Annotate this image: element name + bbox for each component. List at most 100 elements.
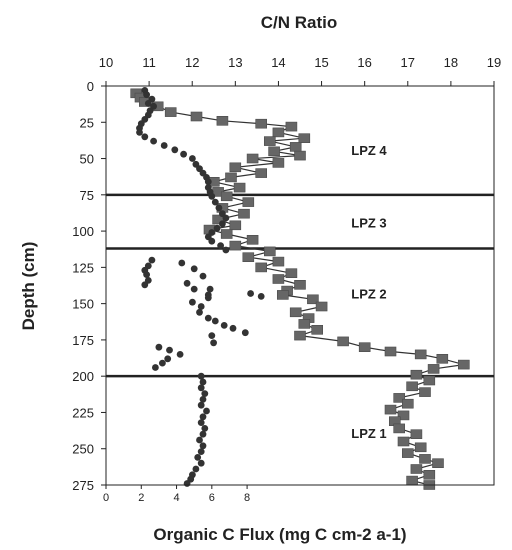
data-point-circle (220, 322, 228, 329)
data-point-square (289, 307, 302, 318)
data-point-circle (241, 329, 249, 337)
data-point-circle (197, 303, 205, 310)
left-tick-label: 200 (72, 369, 94, 384)
data-point-square (423, 469, 436, 480)
data-point-circle (197, 401, 205, 409)
organic-c-flux-series (136, 87, 265, 487)
bottom-tick-label: 6 (209, 492, 215, 504)
data-point-square (272, 158, 285, 168)
data-point-circle (201, 390, 209, 397)
data-point-square (216, 116, 229, 126)
left-tick-label: 75 (80, 188, 94, 203)
data-point-square (229, 162, 242, 173)
data-point-circle (199, 378, 207, 386)
data-point-square (311, 324, 324, 335)
data-point-circle (222, 246, 230, 254)
data-point-square (298, 133, 311, 143)
data-point-square (337, 336, 349, 347)
data-point-circle (204, 178, 212, 186)
data-point-square (397, 410, 410, 421)
data-point-circle (219, 220, 226, 228)
top-tick-label: 11 (142, 55, 156, 70)
top-tick-label: 15 (314, 55, 328, 70)
data-point-square (457, 359, 470, 370)
data-point-circle (178, 259, 186, 267)
data-point-square (419, 454, 431, 464)
data-point-square (393, 393, 406, 403)
data-point-square (427, 364, 440, 374)
data-point-circle (208, 237, 216, 245)
data-point-circle (257, 293, 265, 300)
bottom-tick-label: 4 (173, 492, 179, 504)
data-point-circle (183, 480, 191, 487)
data-point-circle (211, 198, 219, 206)
data-point-circle (213, 224, 221, 232)
data-point-circle (136, 129, 143, 136)
data-point-circle (190, 265, 198, 273)
data-point-circle (196, 308, 203, 316)
data-point-circle (152, 364, 159, 371)
data-point-square (229, 220, 242, 231)
data-point-square (384, 346, 397, 357)
data-point-circle (247, 290, 255, 297)
data-point-circle (143, 91, 151, 99)
left-tick-label: 50 (80, 152, 94, 167)
data-point-circle (155, 343, 163, 351)
data-point-circle (189, 155, 196, 162)
data-point-square (423, 375, 436, 386)
bottom-axis-title: Organic C Flux (mg C cm-2 a-1) (153, 525, 406, 544)
top-tick-label: 10 (99, 55, 113, 70)
data-point-circle (194, 454, 202, 461)
data-point-circle (160, 142, 168, 149)
data-point-circle (197, 459, 205, 467)
data-point-square (406, 475, 418, 486)
data-point-square (242, 197, 255, 207)
data-point-square (255, 168, 267, 178)
data-point-square (255, 118, 267, 129)
data-point-square (238, 208, 250, 219)
zone-label: LPZ 4 (351, 143, 387, 158)
data-point-circle (196, 436, 203, 444)
data-point-square (285, 121, 298, 132)
left-tick-label: 0 (87, 79, 94, 94)
data-point-circle (201, 425, 209, 432)
data-point-circle (166, 346, 173, 354)
zone-label: LPZ 3 (351, 215, 386, 230)
zone-label: LPZ 2 (351, 286, 386, 301)
data-point-square (414, 349, 427, 360)
data-point-circle (171, 146, 179, 154)
data-point-square (242, 252, 255, 262)
data-point-square (229, 240, 242, 251)
data-point-circle (217, 242, 225, 250)
data-point-square (263, 136, 276, 146)
bottom-tick-label: 0 (103, 492, 109, 504)
data-point-circle (164, 355, 172, 363)
data-point-circle (180, 150, 188, 158)
data-point-square (220, 191, 233, 202)
zone-labels: LPZ 4 LPZ 3 LPZ 2 LPZ 1 (351, 143, 387, 441)
top-tick-label: 18 (444, 55, 458, 70)
data-point-circle (190, 285, 198, 293)
data-point-square (410, 464, 423, 474)
zone-label: LPZ 1 (351, 426, 386, 441)
data-point-square (432, 458, 444, 469)
data-point-square (220, 229, 233, 239)
data-point-square (246, 235, 259, 245)
data-point-circle (159, 359, 166, 367)
top-tick-label: 16 (357, 55, 371, 70)
data-point-square (294, 150, 306, 161)
bottom-tick-label: 2 (138, 492, 144, 504)
data-point-square (263, 246, 276, 257)
data-point-circle (210, 339, 218, 347)
data-point-square (255, 262, 267, 273)
left-tick-label: 175 (72, 333, 94, 348)
axes: 10 11 12 13 14 15 16 17 18 19 0 25 50 75 100 125 150 175 2… (72, 55, 501, 504)
data-point-circle (189, 298, 196, 306)
left-tick-label: 150 (72, 297, 94, 312)
data-point-square (401, 448, 414, 458)
data-point-circle (197, 448, 205, 455)
data-point-circle (199, 442, 207, 450)
data-point-square (272, 127, 285, 138)
data-point-circle (148, 256, 156, 264)
data-point-circle (144, 100, 152, 107)
